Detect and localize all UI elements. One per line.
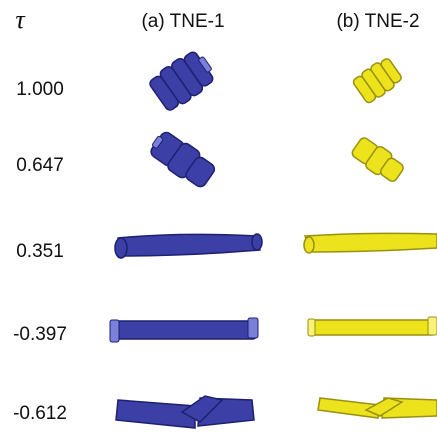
row-label: -0.397 [13, 324, 67, 345]
page: {"header": {"symbol": "τ", "columns": ["… [0, 0, 437, 436]
column-header: (a) TNE-1 [141, 11, 224, 32]
row-label: 0.351 [16, 241, 64, 262]
ribbon-yellow [308, 317, 437, 336]
tau-label: τ [15, 5, 26, 34]
helix-blue [147, 46, 219, 113]
ribbon-blue [110, 318, 258, 342]
loop-yellow [318, 398, 437, 418]
ribbon-yellow [304, 233, 437, 253]
helix-yellow [349, 134, 407, 185]
row-label: -0.612 [13, 403, 67, 424]
row-label: 0.647 [16, 155, 64, 176]
helix-yellow [351, 56, 403, 105]
loop-blue [116, 396, 254, 428]
column-header: (b) TNE-2 [336, 11, 419, 32]
ribbon-blue [115, 234, 262, 258]
row-label: 1.000 [16, 79, 64, 100]
figure: τ (a) TNE-1 (b) TNE-2 1.000 0.647 0.351 … [0, 0, 437, 436]
helix-blue [146, 127, 218, 191]
